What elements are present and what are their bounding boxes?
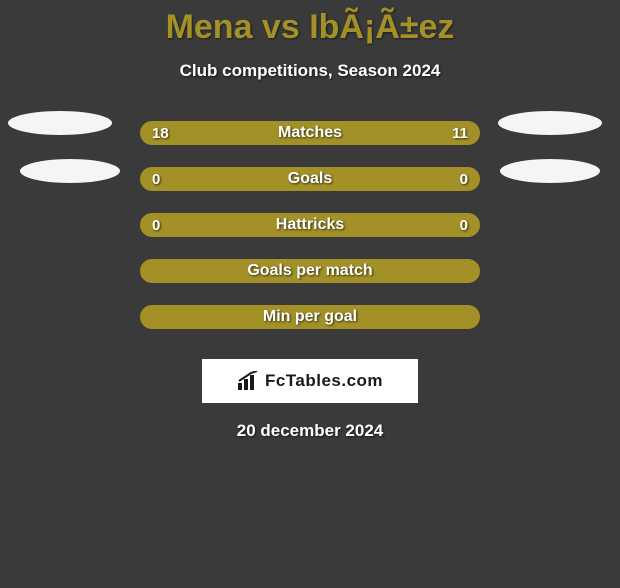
page-subtitle: Club competitions, Season 2024 [0, 61, 620, 81]
decorative-ellipse [8, 111, 112, 135]
stat-row: Min per goal [0, 305, 620, 329]
stat-bar: Goals per match [140, 259, 480, 283]
stat-row: 0 Hattricks 0 [0, 213, 620, 237]
stat-bar: 18 Matches 11 [140, 121, 480, 145]
decorative-ellipse [498, 111, 602, 135]
stat-label: Goals per match [247, 262, 372, 280]
stat-right-value: 0 [460, 217, 468, 234]
logo-box: FcTables.com [202, 359, 418, 403]
stat-label: Goals [288, 170, 332, 188]
chart-icon [237, 371, 261, 391]
stat-left-value: 0 [152, 171, 160, 188]
stat-row: 18 Matches 11 [0, 121, 620, 145]
stat-row: 0 Goals 0 [0, 167, 620, 191]
stat-bar: Min per goal [140, 305, 480, 329]
stat-bar: 0 Hattricks 0 [140, 213, 480, 237]
stat-left-value: 0 [152, 217, 160, 234]
stat-bar: 0 Goals 0 [140, 167, 480, 191]
stat-row: Goals per match [0, 259, 620, 283]
logo-text: FcTables.com [265, 371, 383, 391]
stat-label: Matches [278, 124, 342, 142]
stat-label: Min per goal [263, 308, 357, 326]
page-title: Mena vs IbÃ¡Ã±ez [0, 8, 620, 47]
comparison-rows: 18 Matches 11 0 Goals 0 0 Hattricks 0 Goals per m… [0, 121, 620, 329]
stat-label: Hattricks [276, 216, 344, 234]
decorative-ellipse [20, 159, 120, 183]
date-text: 20 december 2024 [0, 421, 620, 441]
decorative-ellipse [500, 159, 600, 183]
stat-left-value: 18 [152, 125, 169, 142]
stat-right-value: 11 [452, 125, 468, 142]
stat-right-value: 0 [460, 171, 468, 188]
